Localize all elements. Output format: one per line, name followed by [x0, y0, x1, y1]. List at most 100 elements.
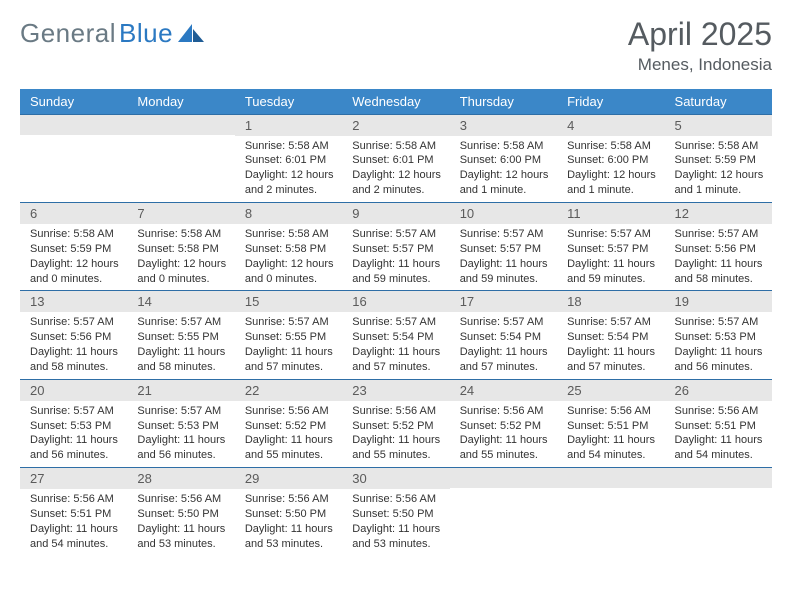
sunset-text: Sunset: 5:55 PM — [245, 330, 336, 345]
sunset-text: Sunset: 6:01 PM — [245, 153, 336, 168]
sunset-text: Sunset: 5:50 PM — [352, 507, 443, 522]
day-number: 25 — [557, 380, 664, 401]
calendar-table: SundayMondayTuesdayWednesdayThursdayFrid… — [20, 89, 772, 556]
sunrise-text: Sunrise: 5:57 AM — [352, 315, 443, 330]
daylight-text: Daylight: 11 hours and 57 minutes. — [352, 345, 443, 375]
calendar-week-row: 6Sunrise: 5:58 AMSunset: 5:59 PMDaylight… — [20, 202, 772, 290]
day-details: Sunrise: 5:58 AMSunset: 5:59 PMDaylight:… — [665, 136, 772, 202]
sunset-text: Sunset: 5:58 PM — [245, 242, 336, 257]
calendar-week-row: 20Sunrise: 5:57 AMSunset: 5:53 PMDayligh… — [20, 379, 772, 467]
location-label: Menes, Indonesia — [628, 55, 772, 75]
daylight-text: Daylight: 11 hours and 57 minutes. — [567, 345, 658, 375]
calendar-day-cell: 27Sunrise: 5:56 AMSunset: 5:51 PMDayligh… — [20, 468, 127, 556]
day-number: 17 — [450, 291, 557, 312]
day-number: 2 — [342, 115, 449, 136]
sunrise-text: Sunrise: 5:58 AM — [245, 139, 336, 154]
sunset-text: Sunset: 5:52 PM — [460, 419, 551, 434]
day-details — [20, 135, 127, 191]
day-number: 26 — [665, 380, 772, 401]
daylight-text: Daylight: 11 hours and 57 minutes. — [460, 345, 551, 375]
calendar-week-row: 27Sunrise: 5:56 AMSunset: 5:51 PMDayligh… — [20, 468, 772, 556]
day-number: 5 — [665, 115, 772, 136]
calendar-day-cell: 9Sunrise: 5:57 AMSunset: 5:57 PMDaylight… — [342, 202, 449, 290]
day-details: Sunrise: 5:58 AMSunset: 6:00 PMDaylight:… — [450, 136, 557, 202]
day-number: 3 — [450, 115, 557, 136]
calendar-day-cell: 12Sunrise: 5:57 AMSunset: 5:56 PMDayligh… — [665, 202, 772, 290]
daylight-text: Daylight: 11 hours and 53 minutes. — [245, 522, 336, 552]
day-details: Sunrise: 5:56 AMSunset: 5:52 PMDaylight:… — [342, 401, 449, 467]
day-details: Sunrise: 5:57 AMSunset: 5:56 PMDaylight:… — [20, 312, 127, 378]
day-details: Sunrise: 5:57 AMSunset: 5:53 PMDaylight:… — [20, 401, 127, 467]
day-details: Sunrise: 5:56 AMSunset: 5:51 PMDaylight:… — [557, 401, 664, 467]
day-details: Sunrise: 5:58 AMSunset: 6:00 PMDaylight:… — [557, 136, 664, 202]
day-number: 1 — [235, 115, 342, 136]
sunrise-text: Sunrise: 5:56 AM — [460, 404, 551, 419]
calendar-day-cell: 5Sunrise: 5:58 AMSunset: 5:59 PMDaylight… — [665, 114, 772, 202]
calendar-page: GeneralBlue April 2025 Menes, Indonesia … — [0, 0, 792, 612]
sunrise-text: Sunrise: 5:58 AM — [245, 227, 336, 242]
day-number: 18 — [557, 291, 664, 312]
day-details: Sunrise: 5:57 AMSunset: 5:57 PMDaylight:… — [450, 224, 557, 290]
daylight-text: Daylight: 12 hours and 1 minute. — [675, 168, 766, 198]
calendar-day-cell: 4Sunrise: 5:58 AMSunset: 6:00 PMDaylight… — [557, 114, 664, 202]
sunrise-text: Sunrise: 5:56 AM — [137, 492, 228, 507]
calendar-day-cell: 26Sunrise: 5:56 AMSunset: 5:51 PMDayligh… — [665, 379, 772, 467]
day-details — [665, 488, 772, 544]
sunset-text: Sunset: 5:51 PM — [30, 507, 121, 522]
daylight-text: Daylight: 11 hours and 58 minutes. — [137, 345, 228, 375]
calendar-week-row: 13Sunrise: 5:57 AMSunset: 5:56 PMDayligh… — [20, 291, 772, 379]
day-details: Sunrise: 5:56 AMSunset: 5:50 PMDaylight:… — [235, 489, 342, 555]
sunrise-text: Sunrise: 5:57 AM — [245, 315, 336, 330]
calendar-day-cell: 23Sunrise: 5:56 AMSunset: 5:52 PMDayligh… — [342, 379, 449, 467]
sunrise-text: Sunrise: 5:57 AM — [675, 315, 766, 330]
day-details: Sunrise: 5:57 AMSunset: 5:54 PMDaylight:… — [342, 312, 449, 378]
calendar-day-cell: 16Sunrise: 5:57 AMSunset: 5:54 PMDayligh… — [342, 291, 449, 379]
day-number: 9 — [342, 203, 449, 224]
calendar-day-cell: 6Sunrise: 5:58 AMSunset: 5:59 PMDaylight… — [20, 202, 127, 290]
weekday-header: Sunday — [20, 89, 127, 115]
day-details: Sunrise: 5:57 AMSunset: 5:53 PMDaylight:… — [665, 312, 772, 378]
day-details: Sunrise: 5:56 AMSunset: 5:50 PMDaylight:… — [127, 489, 234, 555]
day-details: Sunrise: 5:57 AMSunset: 5:57 PMDaylight:… — [557, 224, 664, 290]
day-number: 16 — [342, 291, 449, 312]
sunset-text: Sunset: 5:54 PM — [567, 330, 658, 345]
day-number: 29 — [235, 468, 342, 489]
calendar-day-cell: 29Sunrise: 5:56 AMSunset: 5:50 PMDayligh… — [235, 468, 342, 556]
day-number — [665, 468, 772, 488]
calendar-day-cell: 14 Sunrise: 5:57 AMSunset: 5:55 PMDayligh… — [127, 291, 234, 379]
day-number: 28 — [127, 468, 234, 489]
sunrise-text: Sunrise: 5:58 AM — [567, 139, 658, 154]
day-details: Sunrise: 5:56 AMSunset: 5:50 PMDaylight:… — [342, 489, 449, 555]
day-details: Sunrise: 5:57 AMSunset: 5:55 PMDaylight:… — [235, 312, 342, 378]
daylight-text: Daylight: 12 hours and 0 minutes. — [245, 257, 336, 287]
daylight-text: Daylight: 11 hours and 56 minutes. — [137, 433, 228, 463]
day-details: Sunrise: 5:56 AMSunset: 5:52 PMDaylight:… — [235, 401, 342, 467]
day-number: 14 — [127, 291, 234, 312]
daylight-text: Daylight: 11 hours and 55 minutes. — [352, 433, 443, 463]
daylight-text: Daylight: 11 hours and 59 minutes. — [352, 257, 443, 287]
calendar-day-cell: 7Sunrise: 5:58 AMSunset: 5:58 PMDaylight… — [127, 202, 234, 290]
sunset-text: Sunset: 5:55 PM — [137, 330, 228, 345]
sunrise-text: Sunrise: 5:56 AM — [352, 492, 443, 507]
day-details: Sunrise: 5:56 AMSunset: 5:51 PMDaylight:… — [20, 489, 127, 555]
day-details: Sunrise: 5:57 AMSunset: 5:56 PMDaylight:… — [665, 224, 772, 290]
daylight-text: Daylight: 11 hours and 56 minutes. — [675, 345, 766, 375]
sunrise-text: Sunrise: 5:56 AM — [245, 492, 336, 507]
sunrise-text: Sunrise: 5:57 AM — [675, 227, 766, 242]
sunrise-text: Sunrise: 5:57 AM — [137, 315, 228, 330]
day-number: 7 — [127, 203, 234, 224]
brand-part1: General — [20, 18, 116, 49]
day-details — [557, 488, 664, 544]
day-number: 27 — [20, 468, 127, 489]
daylight-text: Daylight: 12 hours and 2 minutes. — [245, 168, 336, 198]
day-details: Sunrise: 5:58 AMSunset: 5:58 PMDaylight:… — [127, 224, 234, 290]
day-number — [450, 468, 557, 488]
sunrise-text: Sunrise: 5:56 AM — [567, 404, 658, 419]
sunset-text: Sunset: 5:51 PM — [675, 419, 766, 434]
sunset-text: Sunset: 5:53 PM — [675, 330, 766, 345]
daylight-text: Daylight: 11 hours and 55 minutes. — [245, 433, 336, 463]
daylight-text: Daylight: 11 hours and 56 minutes. — [30, 433, 121, 463]
calendar-empty-cell — [20, 114, 127, 202]
day-number: 13 — [20, 291, 127, 312]
day-details: Sunrise: 5:56 AMSunset: 5:51 PMDaylight:… — [665, 401, 772, 467]
